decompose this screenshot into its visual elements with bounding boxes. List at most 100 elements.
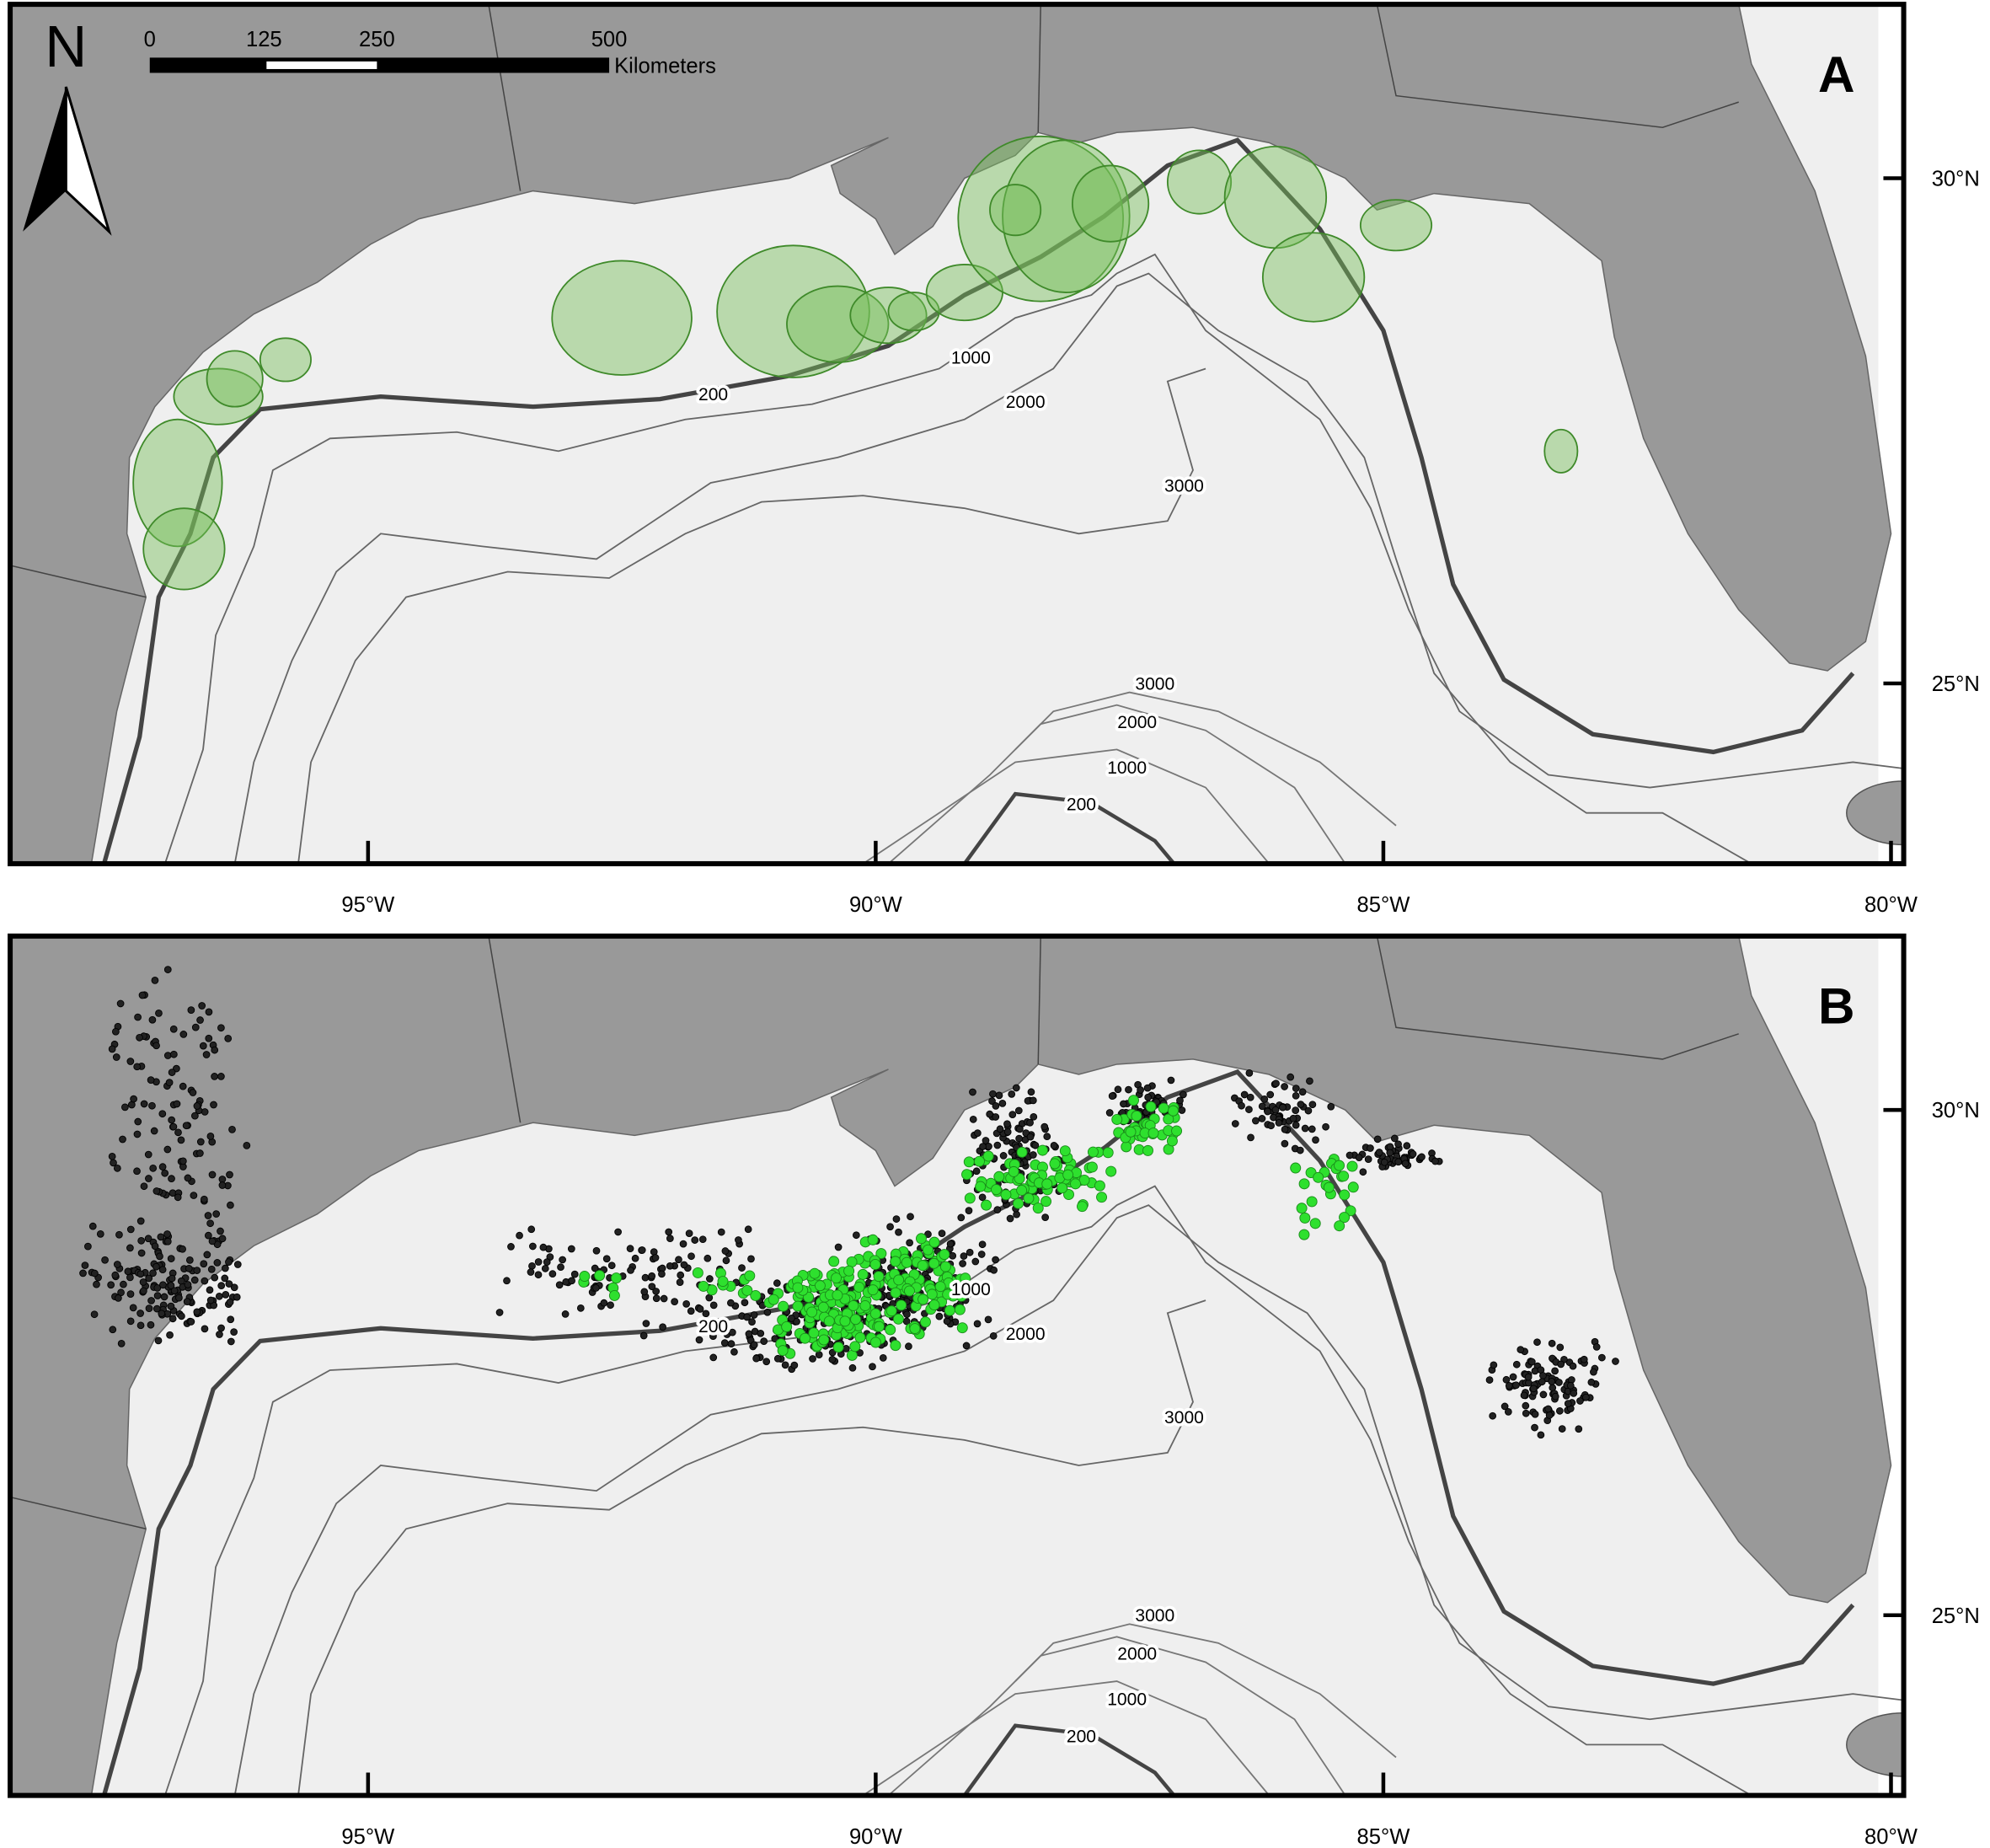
- sighting-dot-green: [854, 1331, 866, 1343]
- sighting-dot: [151, 977, 159, 984]
- sighting-dot: [1003, 1128, 1012, 1136]
- sighting-dot: [1548, 1378, 1556, 1385]
- habitat-area: [259, 337, 312, 383]
- sighting-dot: [140, 1100, 148, 1108]
- sighting-dot-green: [1299, 1212, 1311, 1224]
- sighting-dot: [147, 1320, 155, 1329]
- sighting-dot: [1292, 1106, 1300, 1115]
- sighting-dot: [543, 1258, 551, 1267]
- sighting-dot: [1409, 1150, 1417, 1158]
- sighting-dot: [1266, 1090, 1275, 1099]
- sighting-dot-green: [848, 1299, 859, 1311]
- sighting-dot-green: [717, 1276, 729, 1288]
- lat-label: 30°N: [1932, 168, 1980, 191]
- sighting-dot: [84, 1242, 92, 1251]
- depth-contour: [862, 748, 1270, 864]
- sighting-dot: [137, 1249, 146, 1257]
- sighting-dot: [640, 1288, 649, 1296]
- sighting-dot: [665, 1228, 673, 1236]
- sighting-dot: [687, 1252, 695, 1261]
- sighting-dot: [126, 1317, 135, 1326]
- sighting-dot: [206, 1132, 215, 1140]
- sighting-dot: [111, 1271, 120, 1279]
- sighting-dot: [113, 1164, 121, 1172]
- sighting-dot: [741, 1299, 749, 1307]
- sighting-dot: [1026, 1118, 1034, 1127]
- sighting-dot: [217, 1282, 226, 1290]
- state-border: [10, 1496, 147, 1530]
- sighting-dot-green: [843, 1265, 855, 1277]
- scale-label: 500: [591, 28, 628, 51]
- sighting-dot: [1566, 1382, 1575, 1390]
- sighting-dot: [1527, 1358, 1536, 1366]
- sighting-dot: [709, 1353, 718, 1362]
- sighting-dot: [1558, 1425, 1566, 1433]
- sighting-dot-green: [934, 1281, 946, 1293]
- sighting-dot-green: [828, 1256, 840, 1267]
- sighting-dot: [147, 1297, 155, 1304]
- sighting-dot: [848, 1363, 857, 1372]
- sighting-dot: [134, 1117, 142, 1126]
- sighting-dot: [1267, 1122, 1276, 1130]
- sighting-dot-green: [869, 1259, 881, 1270]
- sighting-dot: [722, 1256, 730, 1265]
- depth-contour: [163, 1185, 1904, 1796]
- sighting-dot: [205, 1008, 213, 1016]
- sighting-dot: [717, 1228, 725, 1236]
- contour-label: 200: [1067, 795, 1096, 815]
- sighting-dot: [973, 1129, 982, 1137]
- sighting-dot-green: [579, 1271, 591, 1282]
- sighting-dot: [167, 1302, 175, 1310]
- sighting-dot-green: [1345, 1205, 1356, 1217]
- sighting-dot: [155, 1010, 163, 1017]
- contour-label: 3000: [1164, 1408, 1204, 1428]
- sighting-dot: [995, 1091, 1003, 1100]
- habitat-area: [206, 350, 264, 408]
- sighting-dot: [191, 1111, 199, 1120]
- sighting-dot-green: [1062, 1169, 1074, 1181]
- habitat-area: [1166, 149, 1233, 215]
- sighting-dot: [1026, 1133, 1035, 1141]
- sighting-dot-green: [792, 1282, 804, 1294]
- sighting-dot: [121, 1103, 129, 1111]
- sighting-dot: [1292, 1091, 1300, 1100]
- contour-label: 2000: [1006, 1325, 1046, 1344]
- sighting-dot: [206, 1296, 215, 1304]
- sighting-dot: [169, 1315, 177, 1323]
- sighting-dot: [91, 1269, 99, 1278]
- sighting-dot: [534, 1271, 543, 1279]
- sighting-dot: [179, 1157, 187, 1165]
- sighting-dot: [1014, 1106, 1023, 1115]
- sighting-dot: [1238, 1101, 1245, 1110]
- sighting-dot: [144, 1235, 152, 1243]
- sighting-dot-green: [608, 1289, 620, 1301]
- sighting-dot: [938, 1229, 946, 1237]
- sighting-dot: [153, 1292, 162, 1299]
- sighting-dot: [126, 1290, 135, 1298]
- sighting-dot-green: [901, 1256, 912, 1268]
- sighting-dot: [217, 1024, 225, 1032]
- sighting-dot: [528, 1261, 536, 1270]
- sighting-dot: [201, 1277, 209, 1285]
- sighting-dot: [204, 1212, 212, 1219]
- sighting-dot: [233, 1261, 242, 1268]
- sighting-dot-green: [1347, 1181, 1359, 1193]
- north-label: N: [45, 13, 87, 79]
- habitat-area: [1071, 164, 1150, 243]
- habitat-area: [786, 285, 890, 363]
- sighting-dot: [151, 1242, 159, 1251]
- sighting-dot: [168, 1116, 176, 1124]
- sighting-dot: [652, 1288, 661, 1295]
- sighting-dot: [1512, 1381, 1520, 1390]
- sighting-dot: [196, 1016, 204, 1024]
- sighting-dot: [680, 1261, 688, 1269]
- sighting-dot: [184, 1174, 192, 1182]
- sighting-dot: [218, 1181, 227, 1189]
- sighting-dot: [1394, 1140, 1402, 1149]
- sighting-dot: [1394, 1158, 1403, 1166]
- sighting-dot-green: [993, 1170, 1005, 1182]
- sighting-dot: [108, 1152, 116, 1160]
- sighting-dot-green: [1125, 1126, 1137, 1138]
- sighting-dot: [752, 1354, 761, 1363]
- sighting-dot: [1240, 1090, 1249, 1099]
